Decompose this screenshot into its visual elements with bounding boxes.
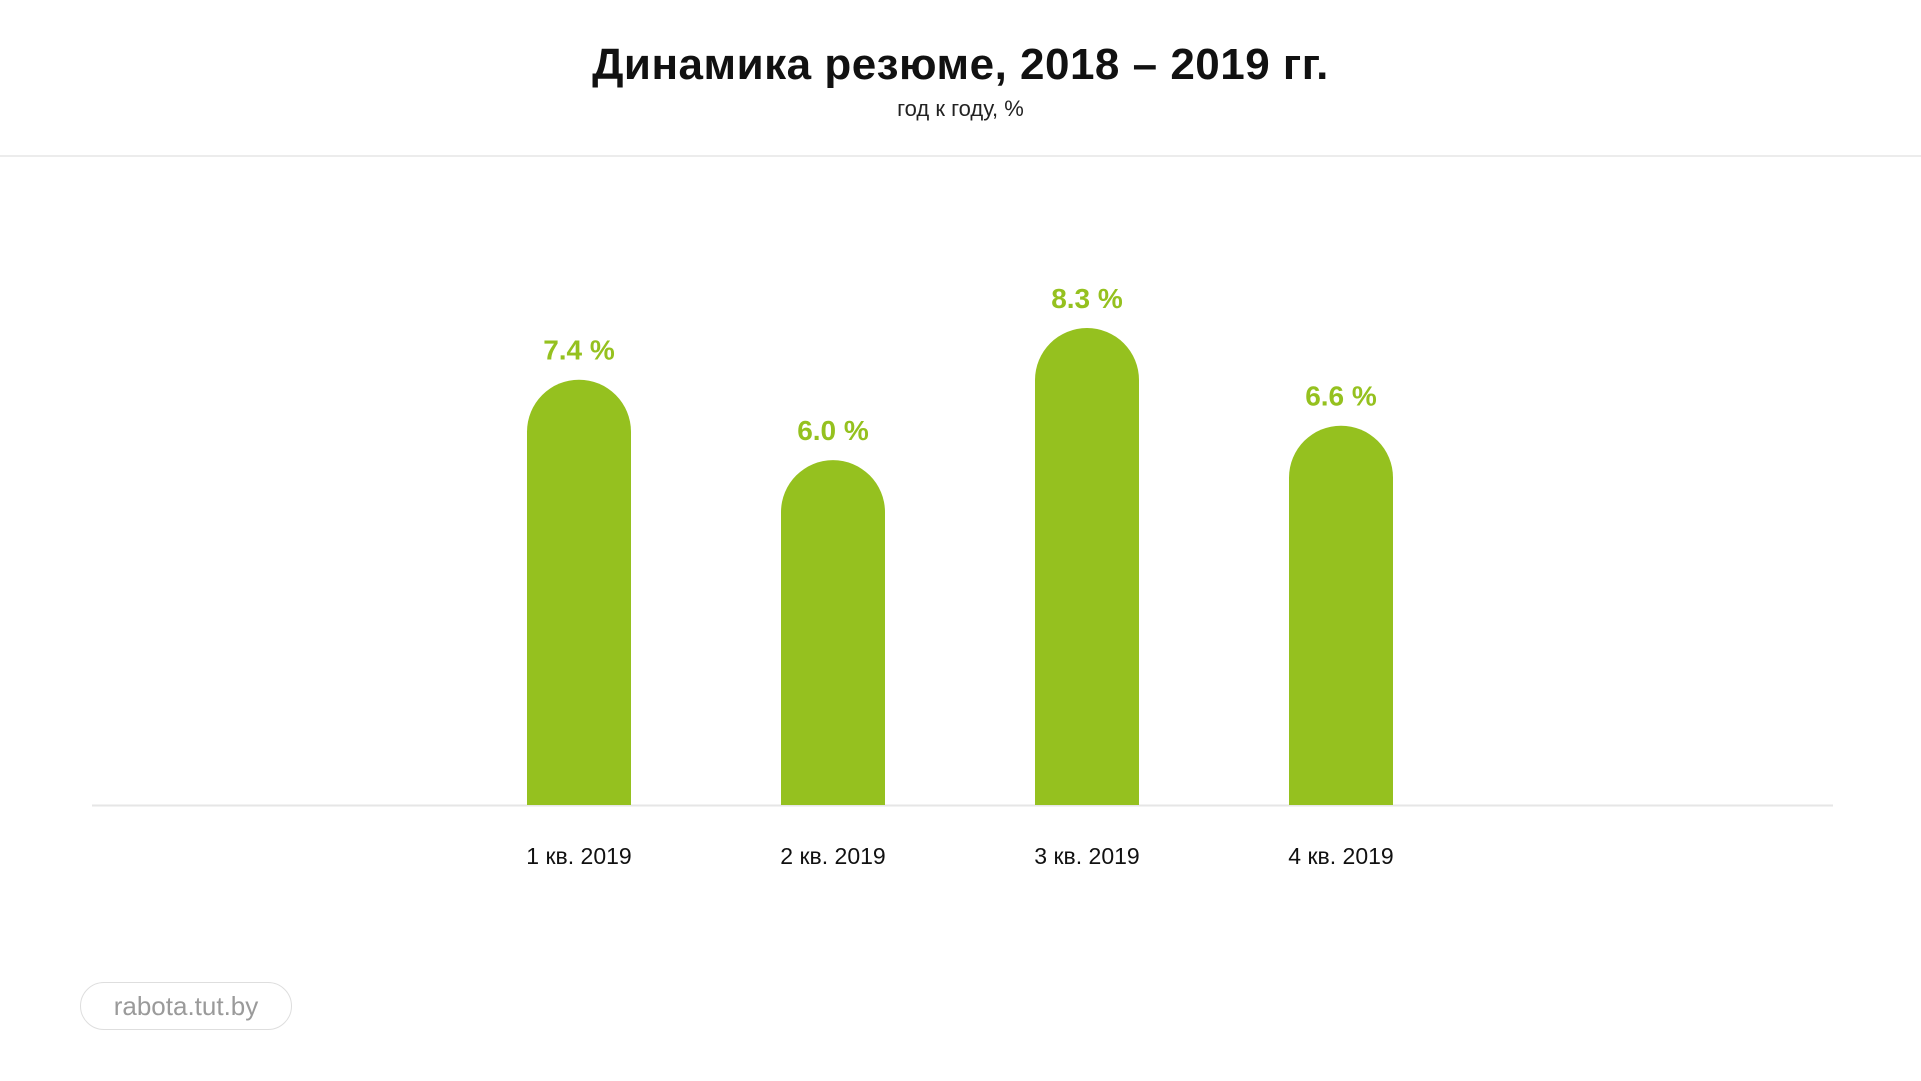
bar-1 [527, 379, 631, 805]
value-label-3: 8.3 % [1051, 283, 1123, 314]
chart-subtitle: год к году, % [897, 96, 1024, 121]
category-label-4: 4 кв. 2019 [1288, 843, 1393, 869]
category-label-3: 3 кв. 2019 [1034, 843, 1139, 869]
chart-title: Динамика резюме, 2018 – 2019 гг. [592, 40, 1329, 89]
bar-3 [1035, 328, 1139, 805]
source-badge[interactable]: rabota.tut.by [80, 982, 292, 1030]
value-label-1: 7.4 % [543, 335, 615, 366]
chart-header: Динамика резюме, 2018 – 2019 гг. год к г… [0, 0, 1921, 157]
value-label-4: 6.6 % [1305, 381, 1377, 412]
bar-2 [781, 460, 885, 805]
bar-4 [1289, 425, 1393, 805]
category-label-1: 1 кв. 2019 [526, 843, 631, 869]
value-label-2: 6.0 % [797, 415, 869, 446]
category-label-2: 2 кв. 2019 [780, 843, 885, 869]
